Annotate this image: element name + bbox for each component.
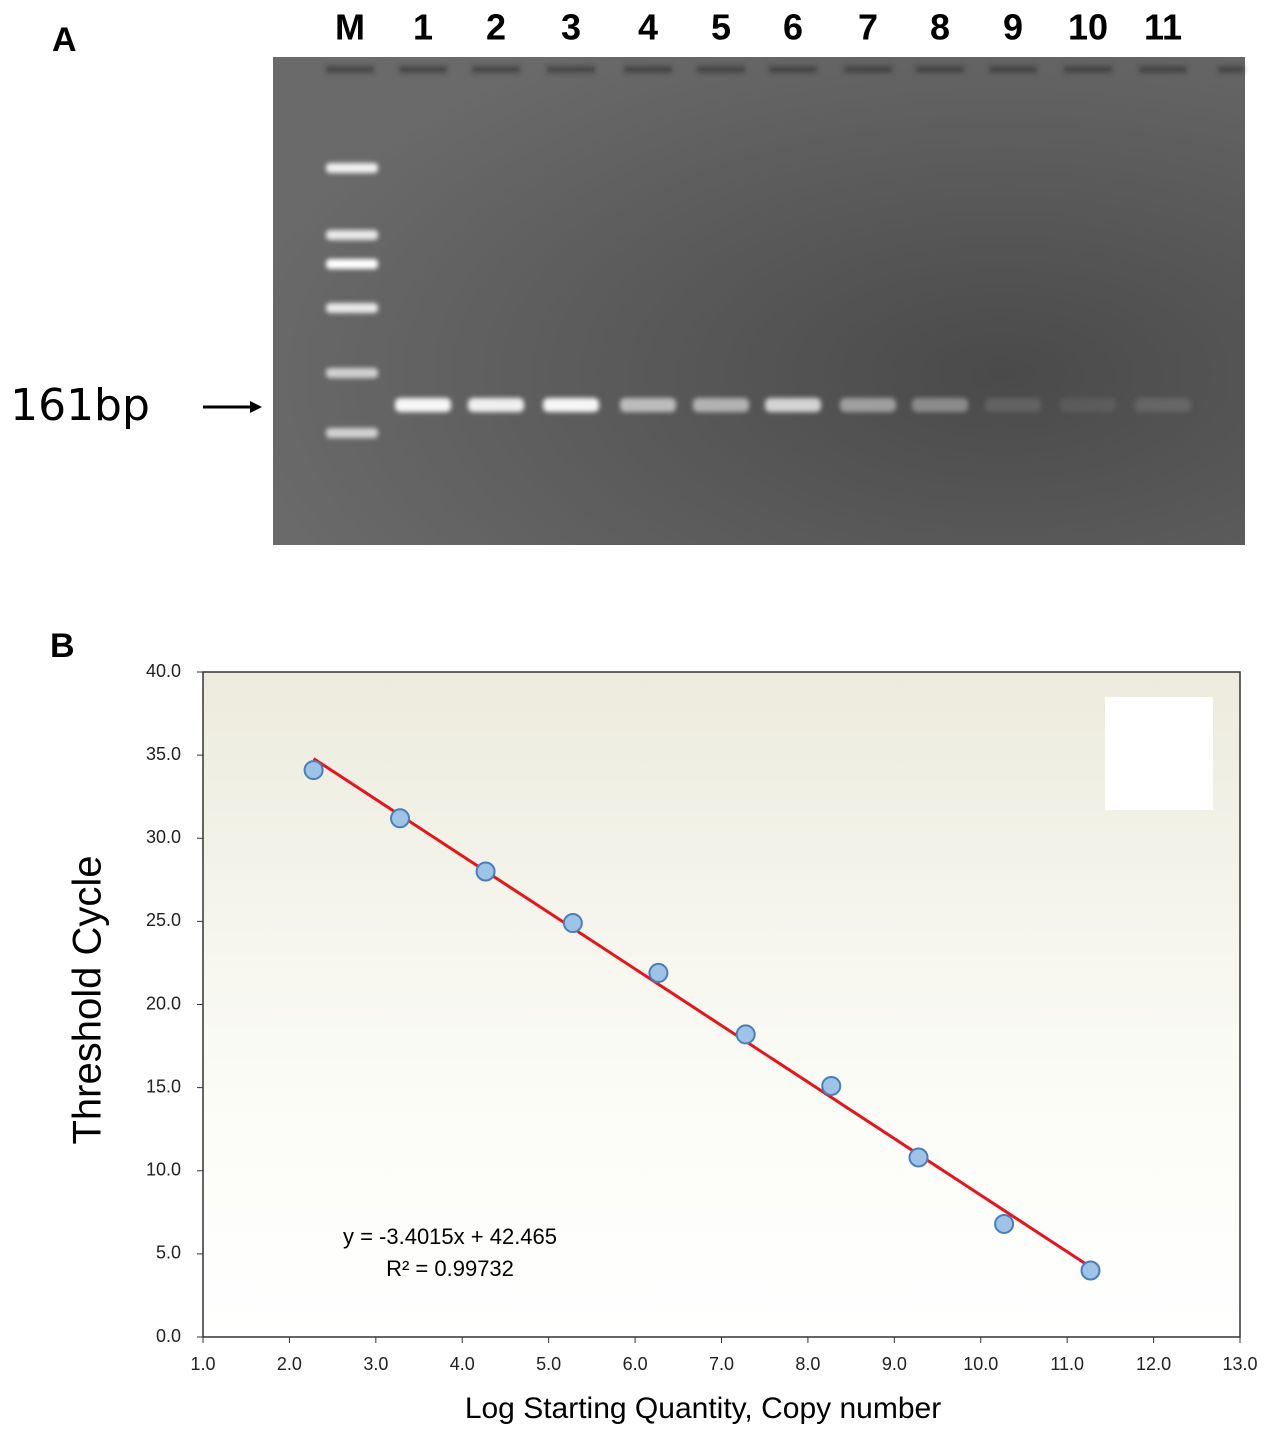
- ladder-band: [326, 303, 378, 313]
- band-label: 161bp: [10, 380, 150, 431]
- point: [648, 962, 669, 983]
- equation: y = -3.4015x + 42.465: [343, 1224, 557, 1249]
- x-tick-label: 12.0: [1136, 1354, 1171, 1374]
- gel: [273, 57, 1245, 545]
- x-tick-label: 4.0: [450, 1354, 475, 1374]
- x-tick-label: 11.0: [1050, 1354, 1084, 1374]
- point: [475, 861, 496, 882]
- well: [769, 66, 817, 73]
- y-tick-label: 35.0: [146, 744, 181, 764]
- well: [989, 66, 1037, 73]
- well: [624, 66, 672, 73]
- panel-label: A: [52, 21, 77, 59]
- x-tick-label: 9.0: [882, 1354, 907, 1374]
- pcr-band: [1135, 398, 1191, 412]
- well: [326, 66, 374, 73]
- ladder-band: [326, 259, 378, 269]
- lane-labels: M 1 2 3 4 5 6 7 8 9 10 11: [335, 7, 1182, 48]
- ladder-band: [326, 230, 378, 240]
- pcr-band: [912, 398, 968, 412]
- r-squared: R² = 0.99732: [386, 1256, 514, 1281]
- well: [1218, 66, 1244, 73]
- x-tick-label: 7.0: [709, 1354, 734, 1374]
- x-tick-label: 10.0: [963, 1354, 998, 1374]
- ladder-band: [326, 163, 378, 173]
- point: [821, 1075, 842, 1096]
- y-tick-label: 15.0: [146, 1076, 181, 1096]
- well: [399, 66, 447, 73]
- ladder-band: [326, 428, 378, 438]
- x-axis-label: Log Starting Quantity, Copy number: [465, 1392, 941, 1425]
- lane-label: 3: [561, 7, 581, 48]
- pcr-band: [543, 398, 599, 412]
- lane-label: 8: [930, 7, 950, 48]
- lane-label: 6: [783, 7, 803, 48]
- point: [994, 1213, 1015, 1234]
- y-tick-label: 0.0: [156, 1326, 181, 1346]
- well: [697, 66, 745, 73]
- lane-label: 7: [858, 7, 878, 48]
- pcr-band: [765, 398, 821, 412]
- arrow-head: [250, 401, 262, 413]
- ladder-band: [326, 368, 378, 378]
- lane-label: 1: [413, 7, 433, 48]
- panel-label: B: [50, 627, 75, 665]
- y-tick-label: 20.0: [146, 993, 181, 1013]
- well: [1064, 66, 1112, 73]
- lane-label: 11: [1144, 7, 1182, 48]
- y-tick-label: 25.0: [146, 910, 181, 930]
- pcr-band: [395, 398, 451, 412]
- lane-label: 2: [486, 7, 506, 48]
- gel-bands: [326, 66, 1244, 438]
- pcr-band: [620, 398, 676, 412]
- x-tick-label: 13.0: [1222, 1354, 1257, 1374]
- pcr-band: [468, 398, 524, 412]
- well: [1139, 66, 1187, 73]
- blank-box: [1105, 697, 1213, 810]
- well: [844, 66, 892, 73]
- x-tick-label: 5.0: [536, 1354, 561, 1374]
- pcr-band: [985, 398, 1041, 412]
- y-axis-label: Threshold Cycle: [66, 855, 110, 1144]
- chart: 0.0 5.0 10.0 15.0 20.0 25.0 30.0 35.0 40.0 1.0 2.0…: [146, 661, 1258, 1374]
- lane-label: 9: [1003, 7, 1023, 48]
- well: [472, 66, 520, 73]
- point: [390, 808, 411, 829]
- x-tick-label: 6.0: [623, 1354, 648, 1374]
- lane-label: 5: [711, 7, 731, 48]
- y-tick-label: 30.0: [146, 827, 181, 847]
- point: [303, 760, 324, 781]
- pcr-band: [1060, 398, 1116, 412]
- point: [735, 1024, 756, 1045]
- x-tick-label: 1.0: [190, 1354, 215, 1374]
- point: [1080, 1260, 1101, 1281]
- y-tick-label: 40.0: [146, 661, 181, 681]
- pcr-band: [840, 398, 896, 412]
- point: [908, 1147, 929, 1168]
- y-tick-label: 5.0: [156, 1243, 181, 1263]
- well: [916, 66, 964, 73]
- x-tick-label: 3.0: [363, 1354, 388, 1374]
- trend-line: [312, 757, 1092, 1269]
- lane-label: 4: [638, 7, 658, 48]
- well: [547, 66, 595, 73]
- point: [562, 913, 583, 934]
- pcr-band: [693, 398, 749, 412]
- lane-label: 10: [1068, 7, 1108, 48]
- x-tick-label: 8.0: [795, 1354, 820, 1374]
- x-tick-label: 2.0: [277, 1354, 302, 1374]
- y-tick-label: 10.0: [146, 1160, 181, 1180]
- lane-label: M: [335, 7, 365, 48]
